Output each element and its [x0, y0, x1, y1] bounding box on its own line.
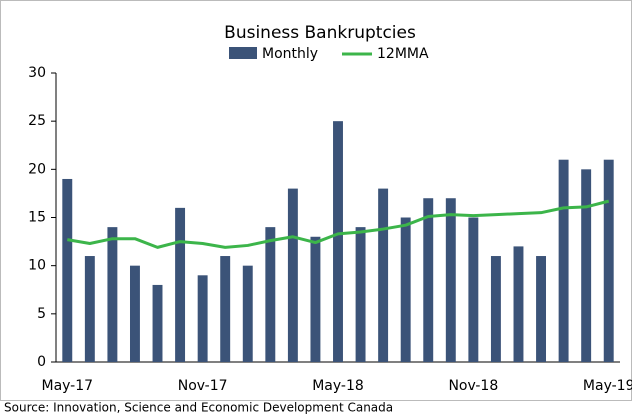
bar [603, 159, 614, 362]
bar [175, 207, 186, 362]
bar [62, 178, 73, 362]
legend-label: Monthly [262, 46, 318, 62]
x-tick-label: May-19 [583, 378, 632, 394]
y-tick-label: 25 [28, 113, 46, 129]
bar [197, 275, 208, 362]
bar [445, 198, 456, 362]
bar [287, 188, 298, 362]
bar [378, 188, 389, 362]
y-tick-label: 30 [28, 65, 46, 81]
bar [536, 256, 547, 362]
bar [355, 227, 366, 362]
bar [220, 256, 231, 362]
y-tick-label: 10 [28, 258, 46, 274]
bar [152, 284, 163, 362]
y-tick-label: 0 [37, 354, 46, 370]
source-note: Source: Innovation, Science and Economic… [4, 401, 393, 415]
bar [107, 227, 118, 362]
x-tick-label: May-18 [312, 378, 364, 394]
bar [400, 217, 411, 362]
line [67, 199, 610, 249]
legend-label: 12MMA [377, 46, 429, 62]
bar [265, 227, 276, 362]
y-tick-label: 15 [28, 210, 46, 226]
bar [581, 169, 592, 362]
bar [242, 265, 253, 362]
bar [310, 236, 321, 362]
bar [513, 246, 524, 362]
bar [423, 198, 434, 362]
chart-title: Business Bankruptcies [224, 23, 416, 43]
x-tick-label: May-17 [41, 378, 93, 394]
bar [333, 121, 343, 363]
bar [129, 265, 140, 362]
x-tick-label: Nov-18 [448, 378, 498, 394]
x-tick-label: Nov-17 [178, 378, 228, 394]
bar [84, 256, 95, 362]
bar [468, 217, 479, 362]
bar [490, 256, 501, 362]
y-tick-label: 20 [28, 161, 46, 177]
y-tick-label: 5 [37, 306, 46, 322]
bar [558, 159, 569, 362]
legend-swatch [229, 47, 257, 59]
